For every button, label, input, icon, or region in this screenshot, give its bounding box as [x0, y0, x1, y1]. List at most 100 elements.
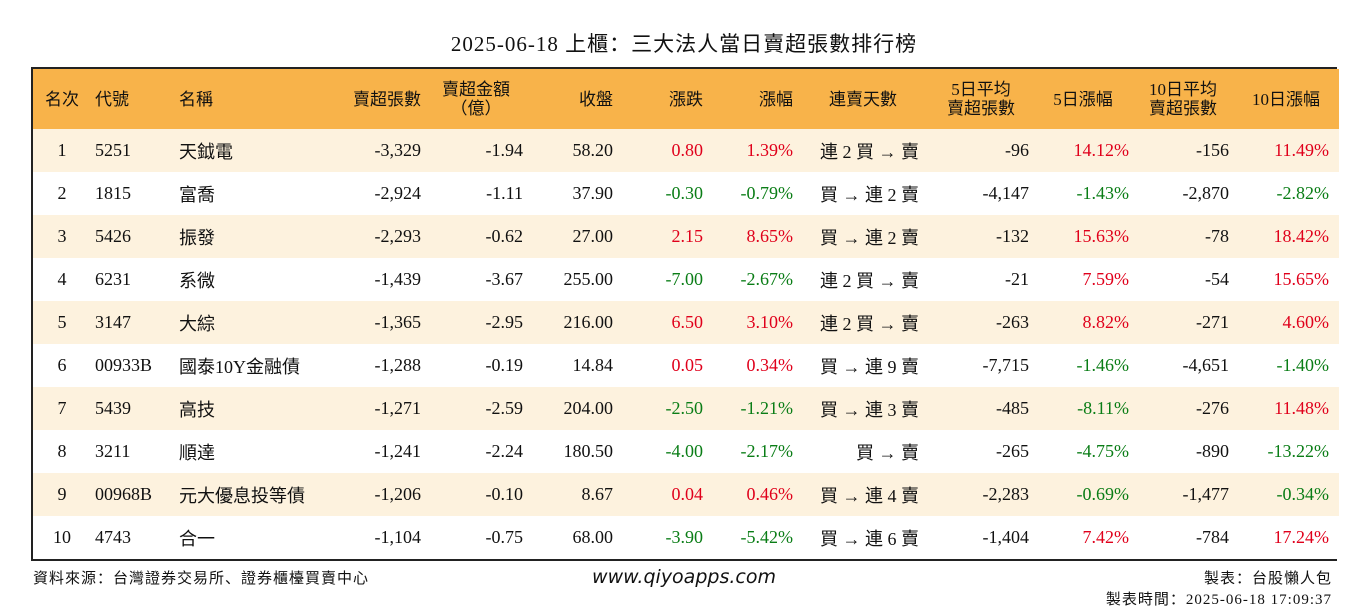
cell-amount: -2.95 — [485, 312, 524, 332]
cell-code: 00933B — [95, 355, 153, 375]
cell-pct10: -2.82% — [1276, 183, 1330, 203]
cell-net-lots: -1,365 — [374, 312, 422, 332]
cell-code: 5251 — [95, 140, 131, 160]
cell-streak: 連 2 買 → 賣 — [820, 313, 919, 334]
cell-code: 00968B — [95, 484, 153, 504]
cell-close: 58.20 — [572, 140, 614, 160]
cell-pct: 1.39% — [746, 140, 794, 160]
cell-streak: 買 → 連 9 賣 — [820, 356, 919, 377]
cell-code: 3211 — [95, 441, 131, 461]
cell-pct5: 7.59% — [1082, 269, 1130, 289]
cell-avg10: -276 — [1196, 398, 1229, 418]
col-header-streak: 連賣天數 — [829, 89, 897, 109]
cell-pct5: 14.12% — [1073, 140, 1130, 160]
ranking-table: 名次 代號 名稱 賣超張數 賣超金額 （億） 收盤 漲跌 漲幅 連賣天數 5日平… — [31, 67, 1339, 561]
cell-streak: 買 → 連 6 賣 — [820, 528, 919, 549]
cell-avg10: -156 — [1196, 140, 1229, 160]
cell-stock-name: 國泰10Y金融債 — [179, 356, 300, 377]
col-header-rank: 名次 — [45, 89, 79, 109]
cell-change: -4.00 — [665, 441, 704, 461]
cell-avg10: -2,870 — [1182, 183, 1230, 203]
cell-net-lots: -1,206 — [374, 484, 422, 504]
website-link[interactable]: www.qiyoapps.com — [592, 566, 776, 588]
cell-stock-name: 高技 — [179, 399, 215, 420]
cell-amount: -0.75 — [485, 527, 524, 547]
cell-streak: 買 → 連 3 賣 — [820, 399, 919, 420]
cell-pct5: -4.75% — [1076, 441, 1130, 461]
col-header-name: 名稱 — [179, 89, 213, 109]
cell-change: 0.04 — [671, 484, 704, 504]
cell-stock-name: 順達 — [179, 442, 215, 463]
cell-stock-name: 大綜 — [179, 313, 215, 334]
table-row: 8 3211 順達 -1,241 -2.24 180.50 -4.00 -2.17% 買 → 賣… — [33, 430, 1339, 473]
cell-amount: -0.19 — [485, 355, 524, 375]
cell-change: 6.50 — [671, 312, 704, 332]
cell-pct5: -0.69% — [1076, 484, 1130, 504]
cell-close: 27.00 — [572, 226, 614, 246]
cell-streak: 買 → 賣 — [856, 442, 919, 463]
cell-avg5: -7,715 — [982, 355, 1030, 375]
cell-close: 68.00 — [572, 527, 614, 547]
cell-net-lots: -3,329 — [374, 140, 422, 160]
cell-rank: 5 — [57, 312, 67, 332]
cell-pct5: -8.11% — [1077, 398, 1129, 418]
cell-avg5: -2,283 — [982, 484, 1030, 504]
col-header-change: 漲跌 — [669, 89, 703, 109]
cell-rank: 9 — [57, 484, 67, 504]
generated-time: 製表時間：2025-06-18 17:09:37 — [1105, 592, 1332, 608]
cell-rank: 2 — [57, 183, 67, 203]
cell-pct10: -1.40% — [1276, 355, 1330, 375]
cell-pct: 0.34% — [746, 355, 794, 375]
col-header-pct: 漲幅 — [759, 89, 793, 109]
cell-pct5: 15.63% — [1073, 226, 1130, 246]
cell-pct10: 17.24% — [1273, 527, 1330, 547]
cell-pct5: 7.42% — [1082, 527, 1130, 547]
table-header-row: 名次 代號 名稱 賣超張數 賣超金額 （億） 收盤 漲跌 漲幅 連賣天數 5日平… — [33, 69, 1339, 129]
cell-avg5: -4,147 — [982, 183, 1030, 203]
cell-avg10: -4,651 — [1182, 355, 1230, 375]
cell-pct: -0.79% — [740, 183, 794, 203]
cell-stock-name: 合一 — [179, 528, 215, 549]
cell-streak: 買 → 連 2 賣 — [820, 227, 919, 248]
cell-code: 5426 — [95, 226, 131, 246]
cell-pct10: 11.49% — [1274, 140, 1329, 160]
cell-change: -3.90 — [665, 527, 704, 547]
cell-pct10: -0.34% — [1276, 484, 1330, 504]
data-source-note: 資料來源：台灣證券交易所、證券櫃檯買賣中心 — [33, 571, 370, 587]
cell-stock-name: 振發 — [179, 227, 215, 248]
cell-close: 14.84 — [572, 355, 614, 375]
cell-avg5: -96 — [1005, 140, 1029, 160]
cell-rank: 10 — [53, 527, 71, 547]
cell-streak: 買 → 連 2 賣 — [820, 184, 919, 205]
cell-code: 3147 — [95, 312, 131, 332]
col-header-net-lots: 賣超張數 — [353, 89, 421, 109]
cell-net-lots: -1,288 — [374, 355, 422, 375]
cell-avg10: -78 — [1205, 226, 1229, 246]
cell-close: 204.00 — [563, 398, 614, 418]
cell-streak: 連 2 買 → 賣 — [820, 270, 919, 291]
cell-pct: 3.10% — [746, 312, 794, 332]
cell-net-lots: -1,104 — [374, 527, 422, 547]
cell-amount: -2.59 — [485, 398, 524, 418]
cell-pct: -1.21% — [740, 398, 794, 418]
cell-close: 216.00 — [563, 312, 614, 332]
cell-change: -0.30 — [665, 183, 704, 203]
cell-net-lots: -1,271 — [374, 398, 422, 418]
cell-pct5: -1.43% — [1076, 183, 1130, 203]
cell-rank: 8 — [57, 441, 67, 461]
cell-net-lots: -1,439 — [374, 269, 422, 289]
cell-code: 1815 — [95, 183, 131, 203]
col-header-close: 收盤 — [579, 89, 613, 109]
cell-pct: -2.17% — [740, 441, 794, 461]
cell-avg5: -485 — [996, 398, 1029, 418]
cell-pct10: 18.42% — [1273, 226, 1330, 246]
cell-net-lots: -1,241 — [374, 441, 422, 461]
cell-amount: -1.11 — [486, 183, 523, 203]
table-row: 4 6231 系微 -1,439 -3.67 255.00 -7.00 -2.67% 連 2 買… — [33, 258, 1339, 301]
cell-pct10: -13.22% — [1267, 441, 1330, 461]
cell-pct: -2.67% — [740, 269, 794, 289]
cell-stock-name: 富喬 — [179, 184, 215, 205]
cell-change: -7.00 — [665, 269, 704, 289]
table-row: 6 00933B 國泰10Y金融債 -1,288 -0.19 14.84 0.05 0.34%… — [33, 344, 1339, 387]
cell-net-lots: -2,924 — [374, 183, 422, 203]
